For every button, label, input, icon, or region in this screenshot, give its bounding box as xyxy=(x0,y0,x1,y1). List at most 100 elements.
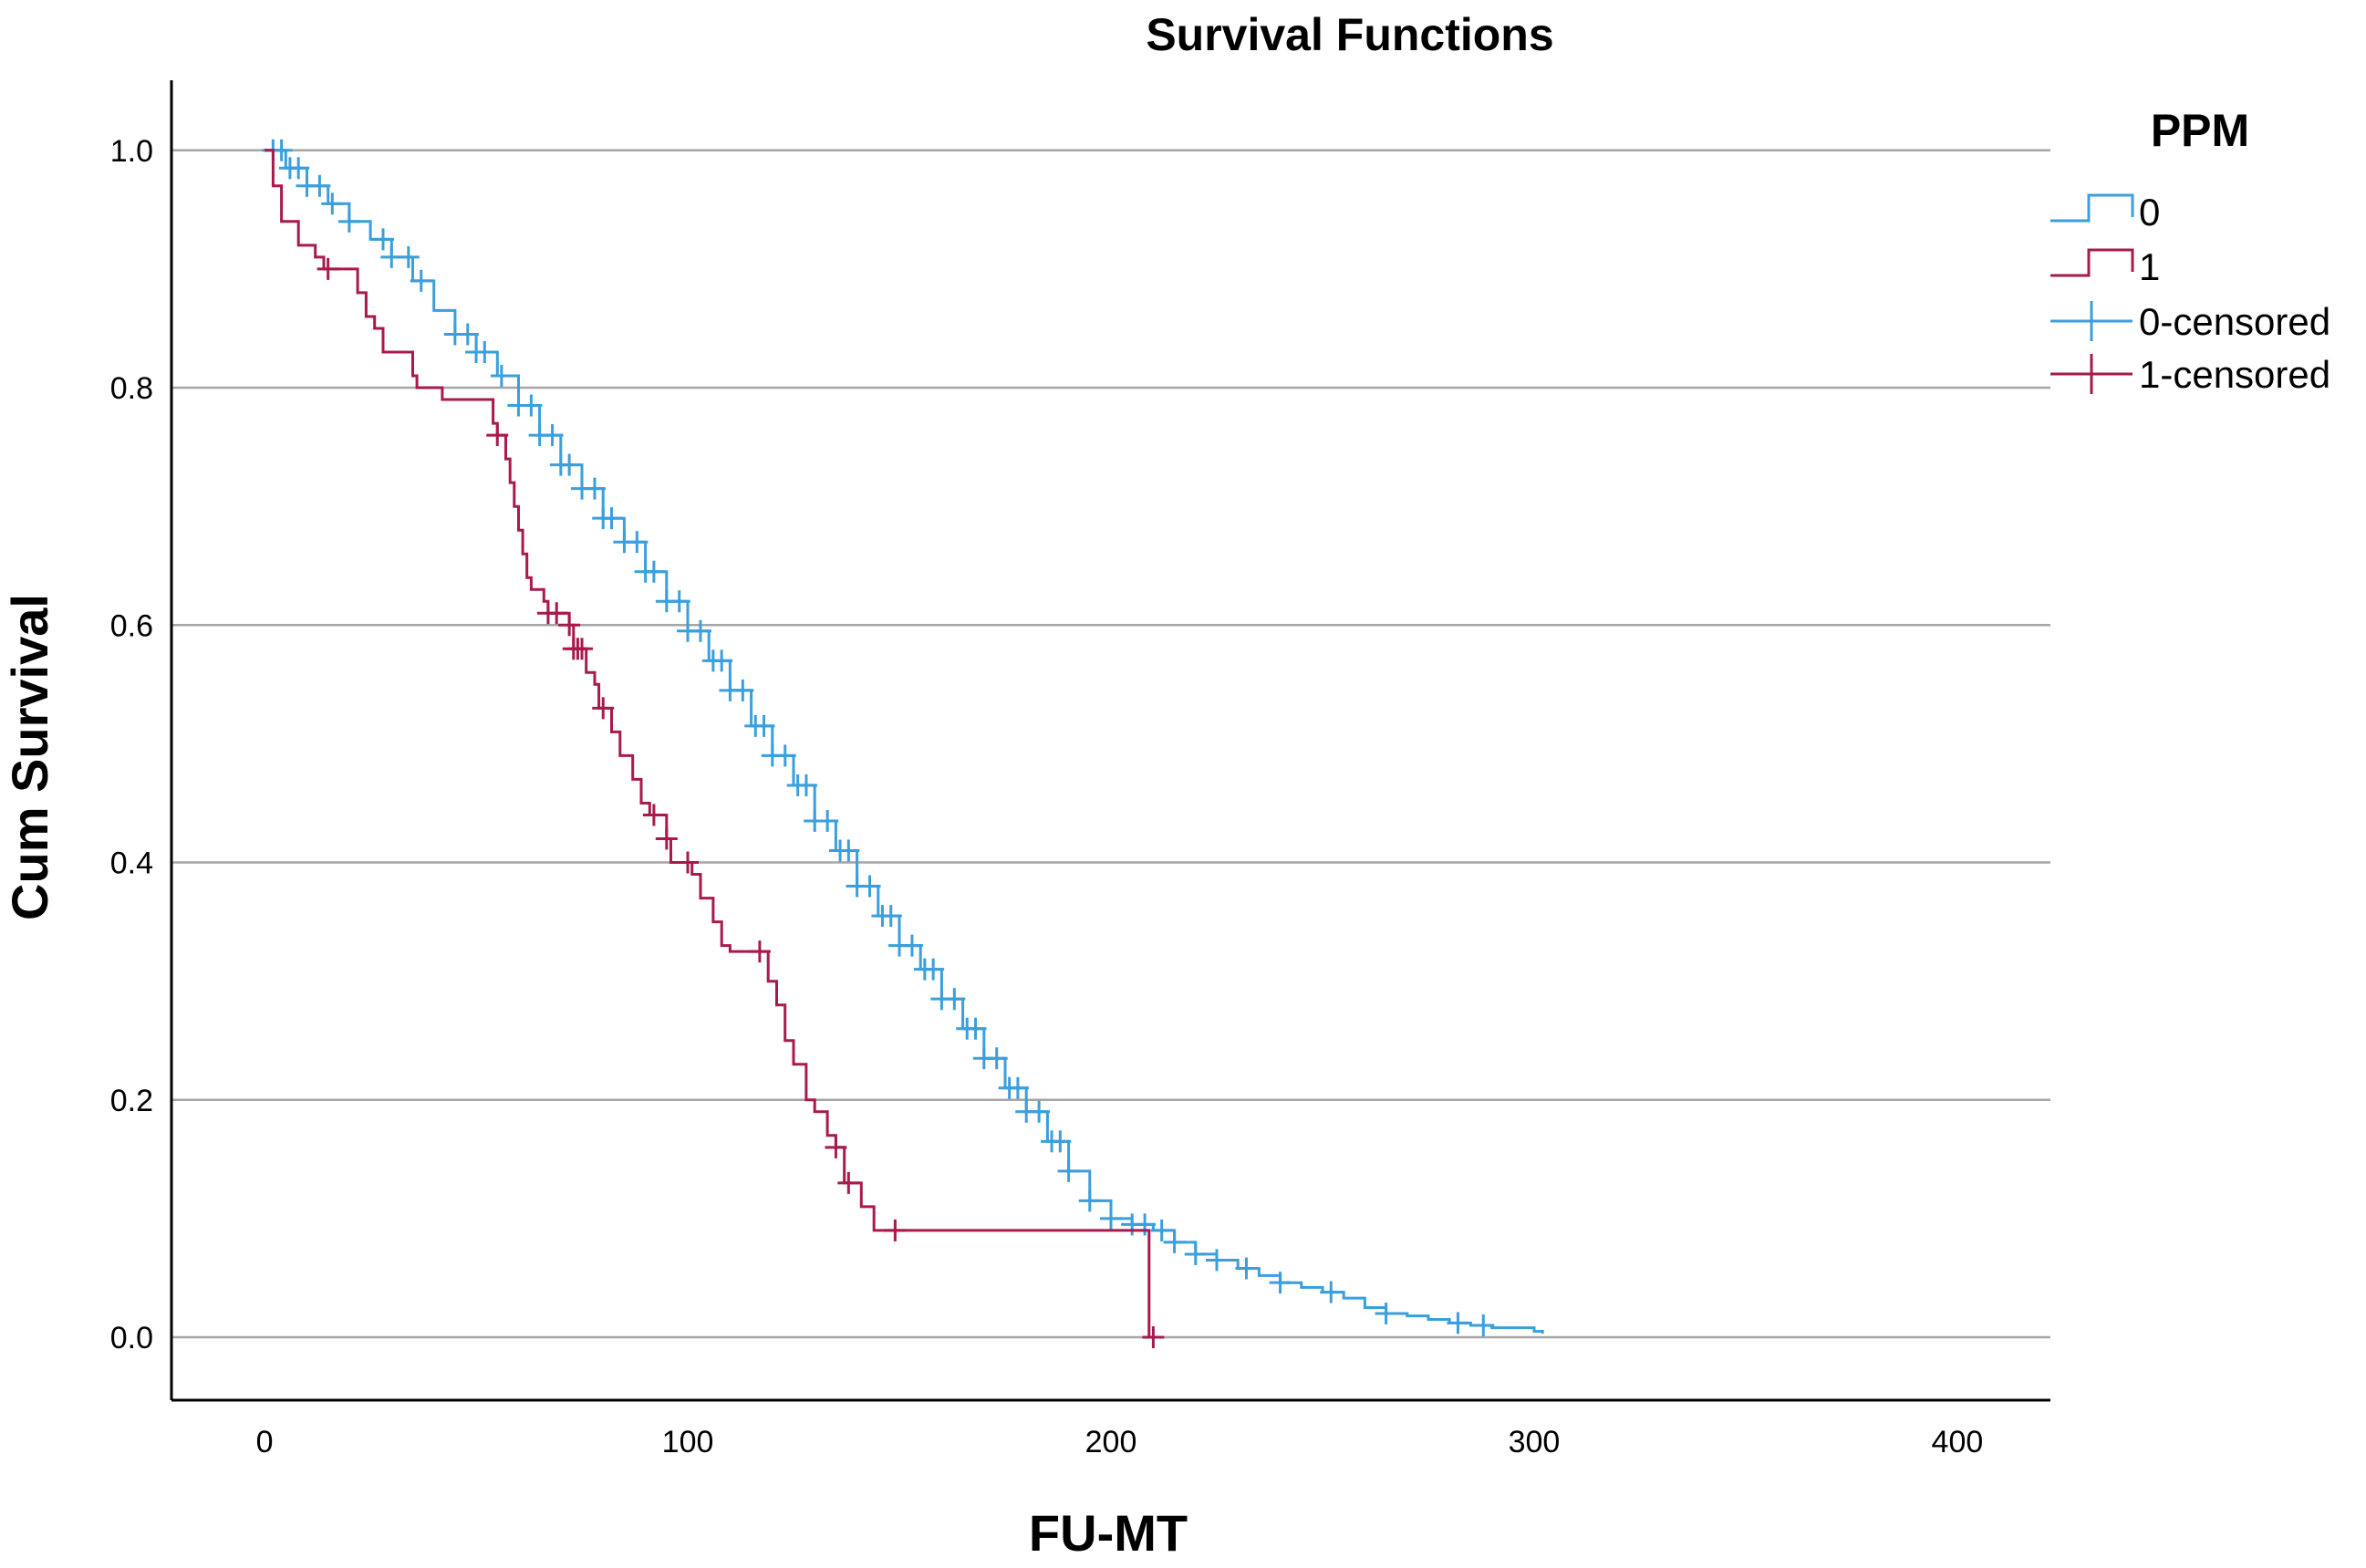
censor-mark-1 xyxy=(571,638,594,660)
censor-mark-0 xyxy=(668,590,690,613)
y-tick-label: 0.4 xyxy=(110,846,153,881)
censor-mark-0 xyxy=(1028,1100,1051,1123)
legend-item-1: 1 xyxy=(2050,245,2160,288)
x-tick-label: 200 xyxy=(1085,1425,1137,1459)
censor-mark-0 xyxy=(816,809,839,832)
y-tick-label: 1.0 xyxy=(110,134,153,169)
y-axis-ticks: 0.0 0.2 0.4 0.6 0.8 1.0 xyxy=(110,134,153,1355)
censor-mark-0 xyxy=(371,228,394,251)
censor-mark-1 xyxy=(592,697,615,720)
censor-mark-0 xyxy=(689,619,711,642)
censor-mark-1 xyxy=(558,614,581,637)
series-layer xyxy=(262,139,1544,1349)
censor-mark-1 xyxy=(677,851,700,874)
censor-mark-1 xyxy=(1142,1326,1165,1349)
censor-mark-0 xyxy=(308,174,331,197)
censor-mark-0 xyxy=(583,477,606,500)
censor-mark-0 xyxy=(837,839,860,862)
censor-mark-0 xyxy=(600,507,623,530)
y-tick-label: 0.2 xyxy=(110,1084,153,1118)
x-tick-label: 300 xyxy=(1509,1425,1561,1459)
legend-step-swatch xyxy=(2050,193,2134,223)
censor-mark-0 xyxy=(1184,1242,1207,1265)
censor-mark-0 xyxy=(337,210,360,233)
censor-mark-0 xyxy=(1150,1219,1173,1241)
censor-mark-0 xyxy=(642,560,665,583)
censor-mark-0 xyxy=(626,531,649,554)
censor-mark-1 xyxy=(655,827,678,850)
censor-mark-0 xyxy=(1320,1281,1343,1303)
chart-title: Survival Functions xyxy=(1146,9,1553,60)
censor-mark-0 xyxy=(1447,1312,1469,1334)
x-axis-title: FU-MT xyxy=(1029,1504,1188,1562)
censor-mark-0 xyxy=(1269,1272,1292,1294)
censor-mark-0 xyxy=(1006,1076,1029,1099)
censor-mark-0 xyxy=(1235,1257,1258,1280)
censor-mark-0 xyxy=(490,365,513,388)
censor-mark-0 xyxy=(410,269,432,292)
y-tick-label: 0.8 xyxy=(110,371,153,406)
legend-step-swatch xyxy=(2050,248,2134,277)
censor-mark-1 xyxy=(837,1171,860,1194)
censor-mark-0 xyxy=(1134,1213,1157,1236)
censor-mark-0 xyxy=(541,424,564,447)
legend-title: PPM xyxy=(2151,105,2249,156)
censor-mark-0 xyxy=(1472,1314,1495,1337)
y-tick-label: 0.6 xyxy=(110,608,153,643)
censor-mark-0 xyxy=(773,744,796,767)
censor-mark-1 xyxy=(748,940,771,963)
censor-mark-0 xyxy=(964,1017,987,1040)
legend-label: 1 xyxy=(2139,245,2160,288)
censor-mark-0 xyxy=(287,157,310,180)
legend-item-0: 0 xyxy=(2050,191,2160,234)
censor-mark-0 xyxy=(1057,1159,1080,1182)
censor-mark-0 xyxy=(794,774,817,796)
censor-mark-0 xyxy=(558,453,581,476)
y-axis-title: Cum Survival xyxy=(1,594,58,920)
series-1 xyxy=(265,149,1165,1349)
censor-mark-0 xyxy=(1163,1231,1186,1253)
censor-mark-0 xyxy=(752,714,775,737)
survival-curve-1 xyxy=(265,149,1151,1337)
censor-mark-1 xyxy=(825,1136,847,1158)
censor-mark-0 xyxy=(1375,1303,1397,1325)
axes xyxy=(170,80,2050,1402)
censor-mark-0 xyxy=(858,875,881,898)
x-tick-label: 100 xyxy=(662,1425,714,1459)
legend-item-0-censored: 0-censored xyxy=(2050,300,2330,343)
gridlines xyxy=(171,149,2050,1339)
censor-mark-0 xyxy=(1078,1189,1101,1212)
legend-item-1-censored: 1-censored xyxy=(2050,353,2330,396)
censor-mark-0 xyxy=(900,934,923,957)
censor-mark-0 xyxy=(1205,1249,1228,1272)
censor-mark-0 xyxy=(711,649,733,672)
censor-mark-0 xyxy=(456,323,479,346)
censor-mark-0 xyxy=(922,958,945,981)
censor-mark-0 xyxy=(879,905,902,928)
legend: PPM 0 1 0-censored 1-censored xyxy=(2050,105,2330,396)
censor-mark-1 xyxy=(317,257,339,280)
censor-mark-0 xyxy=(397,245,420,268)
legend-label: 1-censored xyxy=(2139,353,2330,396)
censor-mark-1 xyxy=(486,424,509,447)
censor-mark-0 xyxy=(321,192,344,215)
x-tick-label: 0 xyxy=(256,1425,274,1459)
censor-mark-0 xyxy=(520,394,543,417)
censor-mark-1 xyxy=(642,804,665,826)
legend-label: 0-censored xyxy=(2139,300,2330,343)
censor-mark-0 xyxy=(732,679,754,701)
x-tick-label: 400 xyxy=(1932,1425,1984,1459)
censor-mark-0 xyxy=(943,988,966,1011)
censor-mark-0 xyxy=(985,1047,1008,1070)
censor-mark-0 xyxy=(1049,1130,1072,1153)
censor-mark-0 xyxy=(1100,1207,1122,1230)
censor-mark-1 xyxy=(545,602,568,625)
y-tick-label: 0.0 xyxy=(110,1321,153,1355)
censor-mark-0 xyxy=(473,340,496,363)
x-axis-ticks: 0 100 200 300 400 xyxy=(256,1425,1984,1459)
legend-label: 0 xyxy=(2139,191,2160,234)
series-0 xyxy=(262,139,1544,1337)
censor-mark-1 xyxy=(884,1219,907,1241)
